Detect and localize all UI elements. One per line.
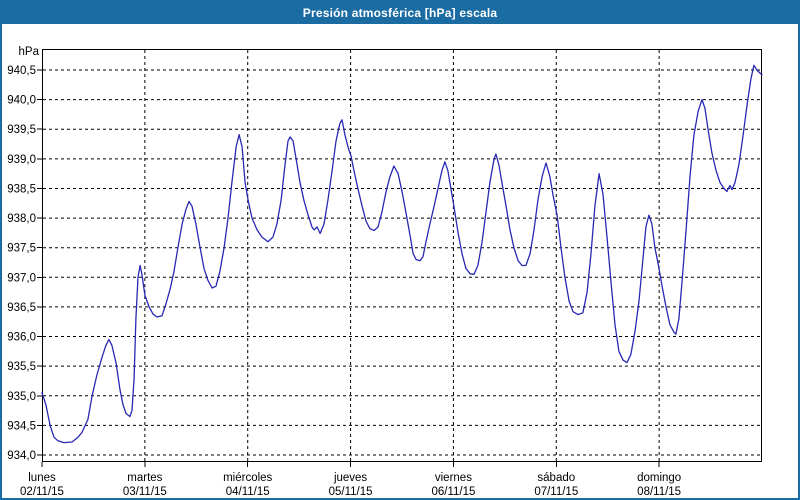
x-day-label: sábado	[537, 472, 575, 484]
x-date-label: 06/11/15	[431, 486, 475, 498]
title-bar: Presión atmosférica [hPa] escala	[2, 2, 798, 24]
y-tick-label: 934,5	[7, 420, 36, 432]
x-date-label: 04/11/15	[226, 486, 270, 498]
x-day-label: martes	[127, 472, 162, 484]
x-date-label: 08/11/15	[637, 486, 681, 498]
y-tick-label: 937,0	[7, 272, 36, 284]
x-day-label: miércoles	[223, 472, 272, 484]
x-day-label: viernes	[435, 472, 472, 484]
x-date-label: 02/11/15	[20, 486, 64, 498]
y-tick-label: 938,0	[7, 213, 36, 225]
x-date-label: 05/11/15	[329, 486, 373, 498]
y-tick-label: 938,5	[7, 183, 36, 195]
y-tick-label: 937,5	[7, 243, 36, 255]
y-tick-label: 936,5	[7, 302, 36, 314]
x-date-label: 07/11/15	[534, 486, 578, 498]
plot-frame	[42, 49, 762, 462]
y-tick-label: 940,5	[7, 65, 36, 77]
y-tick-label: 935,5	[7, 361, 36, 373]
y-axis-unit-label: hPa	[19, 46, 40, 58]
pressure-line	[41, 64, 763, 444]
chart-area: hPa 940,5 940,0 939,5 939,0 938,5 938,0 937,5 93…	[2, 24, 798, 498]
y-tick-label: 940,0	[7, 95, 36, 107]
x-day-label: domingo	[637, 472, 681, 484]
y-tick-label: 939,0	[7, 154, 36, 166]
y-tick-label: 934,0	[7, 450, 36, 462]
y-tick-label: 935,0	[7, 391, 36, 403]
window-title: Presión atmosférica [hPa] escala	[302, 6, 498, 20]
x-day-label: lunes	[28, 472, 56, 484]
pressure-chart: hPa 940,5 940,0 939,5 939,0 938,5 938,0 937,5 93…	[7, 46, 763, 498]
y-tick-label: 939,5	[7, 124, 36, 136]
y-tick-label: 936,0	[7, 332, 36, 344]
x-date-label: 03/11/15	[123, 486, 167, 498]
x-day-label: jueves	[333, 472, 367, 484]
